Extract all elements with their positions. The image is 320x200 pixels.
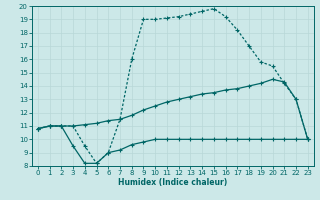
X-axis label: Humidex (Indice chaleur): Humidex (Indice chaleur)	[118, 178, 228, 187]
